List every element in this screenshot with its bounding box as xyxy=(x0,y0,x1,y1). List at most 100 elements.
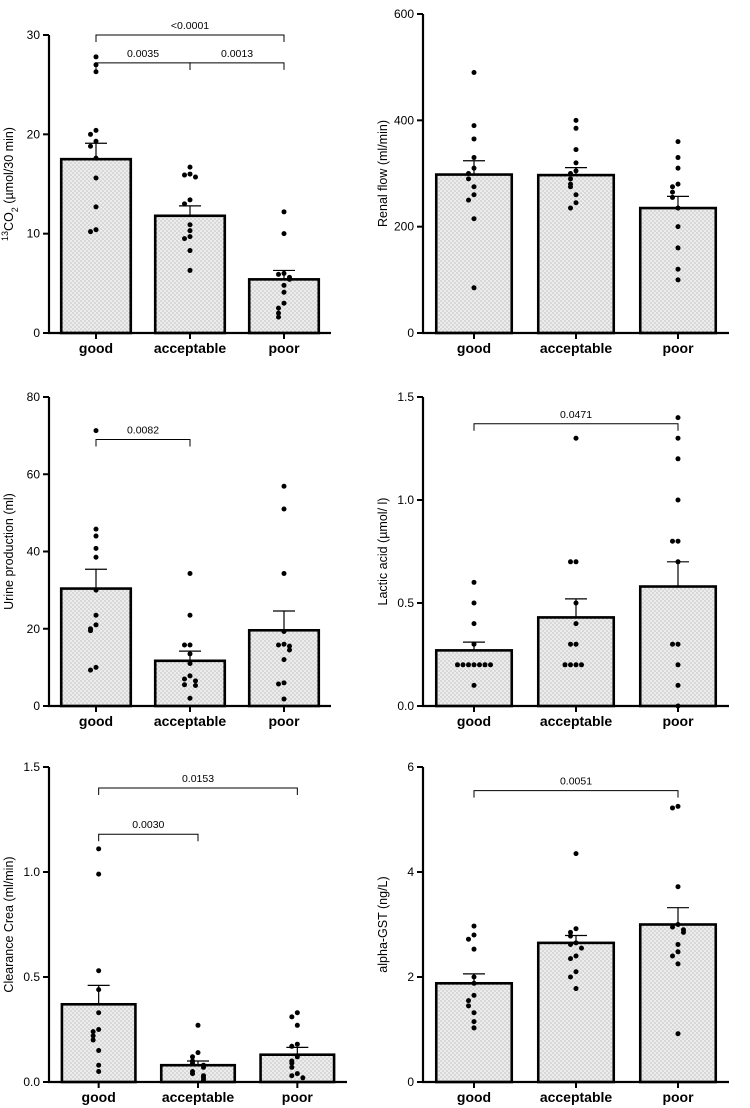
data-point-poor xyxy=(670,194,675,200)
data-point-acceptable xyxy=(182,676,187,682)
data-point-good xyxy=(93,127,99,133)
chart-panel-2: 0 200 400 600 good acceptable poor Renal flow (… xyxy=(376,7,729,356)
p-value-label: 0.0082 xyxy=(127,424,159,436)
data-point-poor xyxy=(287,276,292,282)
data-point-acceptable xyxy=(573,147,579,153)
data-point-good xyxy=(471,123,477,129)
data-point-good xyxy=(93,612,99,618)
y-axis-label: Clearance Crea (ml/min) xyxy=(2,856,16,992)
data-point-good xyxy=(93,69,99,75)
significance-bracket xyxy=(473,790,679,798)
data-point-acceptable xyxy=(568,176,573,182)
data-point-poor xyxy=(675,266,681,272)
p-value-label: 0.0013 xyxy=(221,48,253,60)
y-tick-label: 0 xyxy=(33,699,40,713)
p-value-label: 0.0035 xyxy=(127,48,159,60)
x-category-label: good xyxy=(79,713,113,729)
data-point-acceptable xyxy=(568,205,573,211)
data-point-acceptable xyxy=(187,171,193,177)
significance-bracket xyxy=(95,62,191,70)
data-point-acceptable xyxy=(187,651,193,657)
y-tick-label: 40 xyxy=(27,545,41,559)
bar-good xyxy=(434,649,514,708)
y-axis-label-part: (µmol/30 min) xyxy=(2,127,16,207)
p-value-label: 0.0471 xyxy=(560,409,592,421)
data-point-good xyxy=(466,1003,471,1009)
data-point-poor xyxy=(276,681,281,687)
data-point-good xyxy=(96,871,102,877)
data-point-good xyxy=(466,171,471,176)
data-point-good xyxy=(88,143,93,149)
y-tick-label: 1.5 xyxy=(23,760,40,774)
data-point-acceptable xyxy=(573,160,579,166)
data-point-poor xyxy=(287,643,292,649)
data-point-good xyxy=(93,545,99,551)
data-point-poor xyxy=(281,657,287,663)
x-category-label: good xyxy=(79,340,113,356)
data-point-good xyxy=(93,664,99,670)
data-point-poor xyxy=(281,680,287,686)
data-point-acceptable xyxy=(190,1054,195,1060)
y-axis-label-part: CO xyxy=(2,212,16,231)
x-category-label: acceptable xyxy=(540,340,613,356)
data-point-acceptable xyxy=(187,228,193,234)
x-category-label: poor xyxy=(662,340,694,356)
data-point-poor xyxy=(675,277,681,283)
bar-good xyxy=(434,173,514,335)
data-point-acceptable xyxy=(579,662,584,668)
y-tick-label: 60 xyxy=(27,467,41,481)
y-tick-label: 1.0 xyxy=(23,865,40,879)
data-point-acceptable xyxy=(562,662,568,668)
y-tick-label: 6 xyxy=(407,760,414,774)
y-axis-label-part: Lactic acid (µmol/ l) xyxy=(376,498,390,606)
y-tick-label: 1.5 xyxy=(397,390,414,404)
data-point-good xyxy=(93,587,99,593)
data-point-acceptable xyxy=(573,600,579,606)
data-point-poor xyxy=(281,289,287,295)
data-point-good xyxy=(93,622,99,628)
data-point-poor xyxy=(281,641,287,647)
y-tick-label: 0.0 xyxy=(397,699,414,713)
data-point-poor xyxy=(287,647,292,653)
data-point-poor xyxy=(675,139,681,145)
y-axis-label-part: 13 xyxy=(0,231,10,241)
data-point-poor xyxy=(675,155,681,161)
x-category-label: good xyxy=(457,713,491,729)
data-point-poor xyxy=(281,209,287,215)
x-category-label: acceptable xyxy=(162,1089,235,1105)
data-point-poor xyxy=(675,641,681,647)
bar-good xyxy=(59,157,133,335)
data-point-acceptable xyxy=(187,642,193,648)
data-point-poor xyxy=(289,1073,295,1079)
data-point-good xyxy=(93,175,99,181)
data-point-acceptable xyxy=(182,236,187,242)
data-point-poor xyxy=(276,314,281,320)
data-point-good xyxy=(471,682,477,688)
data-point-poor xyxy=(276,642,281,648)
data-point-poor xyxy=(675,245,681,251)
data-point-poor xyxy=(675,165,681,171)
data-point-poor xyxy=(670,924,675,930)
bar-good xyxy=(434,981,514,1084)
p-value-label: 0.0153 xyxy=(182,773,214,785)
x-category-label: poor xyxy=(282,1089,314,1105)
data-point-acceptable xyxy=(187,571,193,577)
y-axis-label: Lactic acid (µmol/ l) xyxy=(376,498,390,606)
data-point-good xyxy=(93,204,99,210)
data-point-acceptable xyxy=(573,559,579,565)
x-category-label: acceptable xyxy=(154,340,227,356)
data-point-poor xyxy=(675,662,681,668)
data-point-poor xyxy=(281,628,287,634)
data-point-poor xyxy=(294,1010,300,1016)
bar-acceptable xyxy=(536,173,616,335)
data-point-acceptable xyxy=(187,267,193,273)
chart-panel-1: 0 10 20 30 good acceptable poor 13CO2 (µmol/30 … xyxy=(0,20,331,356)
data-point-acceptable xyxy=(187,234,193,240)
data-point-acceptable xyxy=(573,117,579,123)
data-point-poor xyxy=(675,922,681,927)
x-category-label: poor xyxy=(268,713,300,729)
data-point-acceptable xyxy=(201,1064,206,1070)
data-point-poor xyxy=(675,456,681,462)
data-point-acceptable xyxy=(573,969,579,975)
